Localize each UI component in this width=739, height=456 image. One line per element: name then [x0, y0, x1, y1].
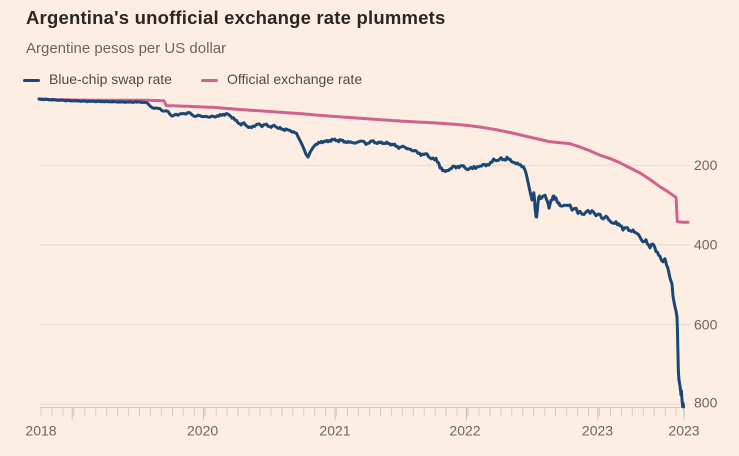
svg-text:400: 400 — [694, 237, 718, 253]
svg-text:800: 800 — [694, 394, 718, 410]
svg-text:2021: 2021 — [319, 423, 350, 439]
svg-text:2023: 2023 — [668, 423, 699, 439]
svg-text:2023: 2023 — [582, 423, 613, 439]
svg-text:2020: 2020 — [187, 423, 218, 439]
svg-text:2018: 2018 — [25, 423, 56, 439]
svg-text:600: 600 — [694, 316, 718, 332]
svg-text:2022: 2022 — [449, 423, 480, 439]
svg-text:200: 200 — [694, 157, 718, 173]
